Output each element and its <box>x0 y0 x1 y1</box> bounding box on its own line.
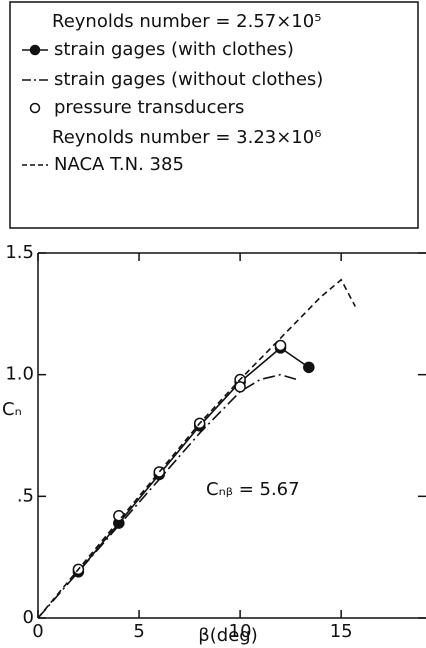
series-line <box>77 346 310 573</box>
y-axis-label: Cₙ <box>2 399 22 420</box>
y-tick-label: .5 <box>17 485 34 506</box>
x-axis-label: β(deg) <box>198 625 257 646</box>
legend-label: pressure transducers <box>54 97 244 118</box>
data-point <box>234 381 246 393</box>
legend-label: strain gages (with clothes) <box>54 39 294 60</box>
legend-swatch <box>29 102 41 114</box>
legend-label: NACA T.N. 385 <box>54 154 184 175</box>
legend-note: Reynolds number = 3.23×10⁶ <box>52 127 321 148</box>
legend-label: strain gages (without clothes) <box>54 69 323 90</box>
legend-box <box>9 1 419 229</box>
y-tick-label: 0 <box>23 607 34 628</box>
series-line <box>37 373 297 619</box>
x-tick-label: 15 <box>330 621 353 642</box>
legend-note: Reynolds number = 2.57×10⁵ <box>52 11 321 32</box>
series-line <box>37 278 357 619</box>
x-tick-label: 10 <box>229 621 252 642</box>
data-point <box>303 361 315 374</box>
x-tick-label: 0 <box>32 621 43 642</box>
annotation: Cₙᵦ = 5.67 <box>206 479 300 500</box>
legend-swatch <box>29 44 41 56</box>
y-tick-label: 1.0 <box>5 364 34 385</box>
y-tick-label: 1.5 <box>5 242 34 263</box>
x-tick-label: 5 <box>133 621 144 642</box>
data-point <box>274 339 287 352</box>
